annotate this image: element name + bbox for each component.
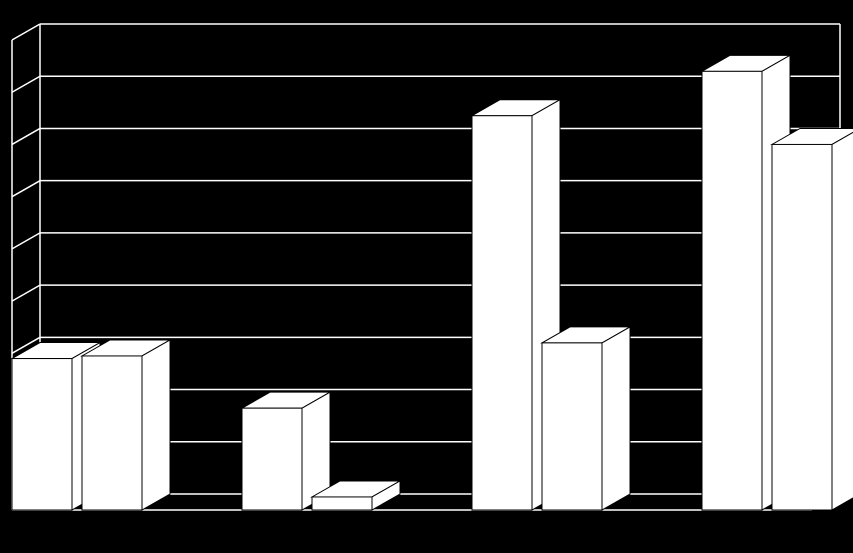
bar (772, 128, 853, 510)
bar-front-face (542, 343, 602, 510)
bar-side-face (832, 128, 853, 510)
bar-front-face (312, 497, 372, 510)
bar-chart-3d (0, 0, 853, 553)
bar (82, 340, 170, 510)
bar-front-face (702, 71, 762, 510)
bar-front-face (242, 408, 302, 510)
bar-side-face (602, 327, 630, 510)
bar (242, 392, 330, 510)
bar-front-face (772, 144, 832, 510)
bar (542, 327, 630, 510)
bar-front-face (472, 116, 532, 510)
bar-side-face (142, 340, 170, 510)
bar-front-face (12, 359, 72, 510)
bar-front-face (82, 356, 142, 510)
